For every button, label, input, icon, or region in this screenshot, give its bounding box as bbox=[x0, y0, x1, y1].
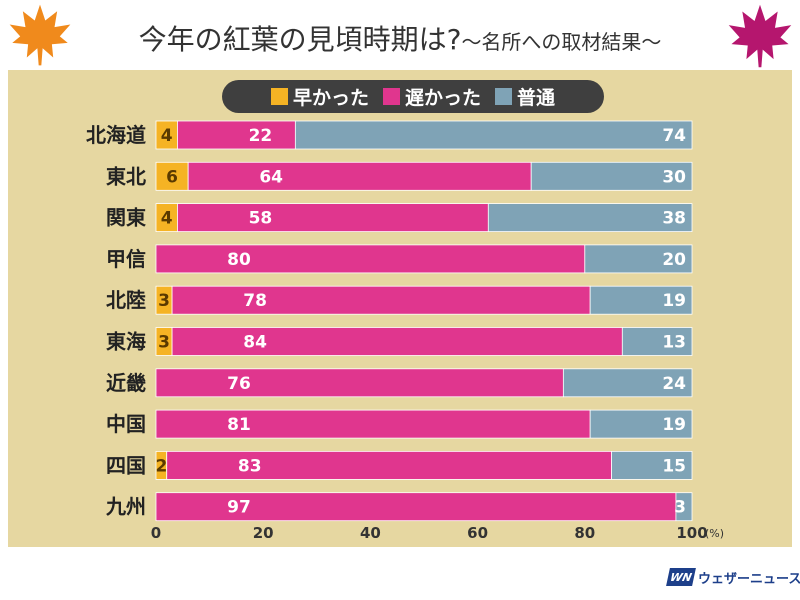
bar-normal bbox=[621, 327, 693, 356]
data-label-early: 6 bbox=[166, 167, 178, 187]
bar-late bbox=[155, 492, 677, 522]
x-unit-label: (%) bbox=[705, 527, 724, 540]
legend-item-early: 早かった bbox=[270, 83, 369, 110]
legend-swatch-normal bbox=[495, 88, 512, 105]
data-label-late: 78 bbox=[243, 291, 267, 311]
data-label-late: 84 bbox=[243, 333, 267, 353]
data-label-late: 58 bbox=[249, 209, 273, 229]
category-label: 甲信 bbox=[106, 247, 146, 271]
logo-mark: WN bbox=[666, 568, 696, 586]
weathernews-logo: WN ウェザーニュース bbox=[666, 566, 800, 588]
bar-late bbox=[155, 409, 591, 439]
x-tick-label: 20 bbox=[253, 524, 274, 542]
category-label: 関東 bbox=[106, 206, 146, 230]
title-subtitle: 〜名所への取材結果〜 bbox=[461, 30, 662, 54]
data-label-early: 4 bbox=[161, 209, 173, 229]
data-label-early: 4 bbox=[161, 126, 173, 146]
category-label: 四国 bbox=[106, 453, 146, 477]
category-label: 北海道 bbox=[86, 123, 146, 147]
x-tick-label: 0 bbox=[151, 524, 161, 542]
data-label-normal: 74 bbox=[662, 126, 686, 146]
data-label-normal: 38 bbox=[662, 209, 686, 229]
bar-late bbox=[166, 450, 613, 480]
data-label-late: 83 bbox=[238, 456, 262, 476]
bar-late bbox=[171, 327, 623, 356]
x-tick-label: 60 bbox=[467, 524, 488, 542]
x-tick-label: 100 bbox=[676, 524, 707, 542]
data-label-normal: 13 bbox=[662, 333, 686, 353]
bar-normal bbox=[562, 368, 693, 398]
maple-leaf-icon bbox=[9, 4, 71, 66]
category-label: 近畿 bbox=[106, 371, 146, 395]
bar-late bbox=[177, 203, 489, 233]
data-label-late: 76 bbox=[227, 374, 251, 394]
bar-normal bbox=[589, 285, 693, 315]
title-main: 今年の紅葉の見頃時期は? bbox=[138, 23, 462, 56]
data-label-normal: 30 bbox=[662, 167, 686, 187]
legend-item-late: 遅かった bbox=[382, 83, 481, 110]
data-label-normal: 15 bbox=[662, 456, 686, 476]
bar-normal bbox=[589, 409, 693, 439]
category-label: 北陸 bbox=[106, 288, 146, 312]
legend-label-normal: 普通 bbox=[517, 87, 556, 109]
data-label-normal: 24 bbox=[662, 374, 686, 394]
category-label: 中国 bbox=[106, 412, 146, 436]
data-label-late: 64 bbox=[259, 167, 283, 187]
data-label-normal: 19 bbox=[662, 291, 686, 311]
data-label-early: 3 bbox=[158, 291, 170, 311]
bar-normal bbox=[530, 161, 693, 191]
data-label-normal: 3 bbox=[674, 498, 686, 518]
bar-late bbox=[187, 161, 532, 191]
data-label-late: 22 bbox=[249, 126, 273, 146]
data-label-normal: 19 bbox=[662, 415, 686, 435]
bar-late bbox=[177, 120, 296, 150]
category-label: 九州 bbox=[105, 495, 146, 519]
legend: 早かった 遅かった 普通 bbox=[222, 80, 604, 113]
bar-late bbox=[155, 368, 564, 398]
bar-normal bbox=[611, 450, 693, 480]
data-label-normal: 20 bbox=[662, 250, 686, 270]
bar-normal bbox=[294, 120, 693, 150]
x-tick-label: 40 bbox=[360, 524, 381, 542]
data-label-late: 80 bbox=[227, 250, 251, 270]
category-label: 東北 bbox=[106, 164, 146, 188]
title-bar: 今年の紅葉の見頃時期は?〜名所への取材結果〜 bbox=[0, 0, 800, 70]
data-label-late: 97 bbox=[227, 498, 251, 518]
data-label-early: 2 bbox=[155, 456, 167, 476]
bar-normal bbox=[675, 492, 693, 522]
data-label-late: 81 bbox=[227, 415, 251, 435]
bar-normal bbox=[487, 203, 693, 233]
bar-late bbox=[171, 285, 591, 315]
legend-swatch-early bbox=[270, 88, 288, 105]
x-tick-label: 80 bbox=[574, 524, 595, 542]
data-label-early: 3 bbox=[158, 333, 170, 353]
logo-text: ウェザーニュース bbox=[698, 571, 800, 587]
category-label: 東海 bbox=[106, 330, 146, 354]
legend-label-early: 早かった bbox=[292, 87, 369, 109]
legend-item-normal: 普通 bbox=[495, 83, 555, 110]
maple-leaf-icon bbox=[728, 4, 792, 68]
bar-normal bbox=[584, 244, 693, 274]
bar-late bbox=[155, 244, 586, 274]
chart-title: 今年の紅葉の見頃時期は?〜名所への取材結果〜 bbox=[80, 18, 720, 58]
bar-early bbox=[155, 161, 189, 191]
legend-label-late: 遅かった bbox=[404, 87, 481, 109]
legend-swatch-late bbox=[382, 88, 400, 105]
